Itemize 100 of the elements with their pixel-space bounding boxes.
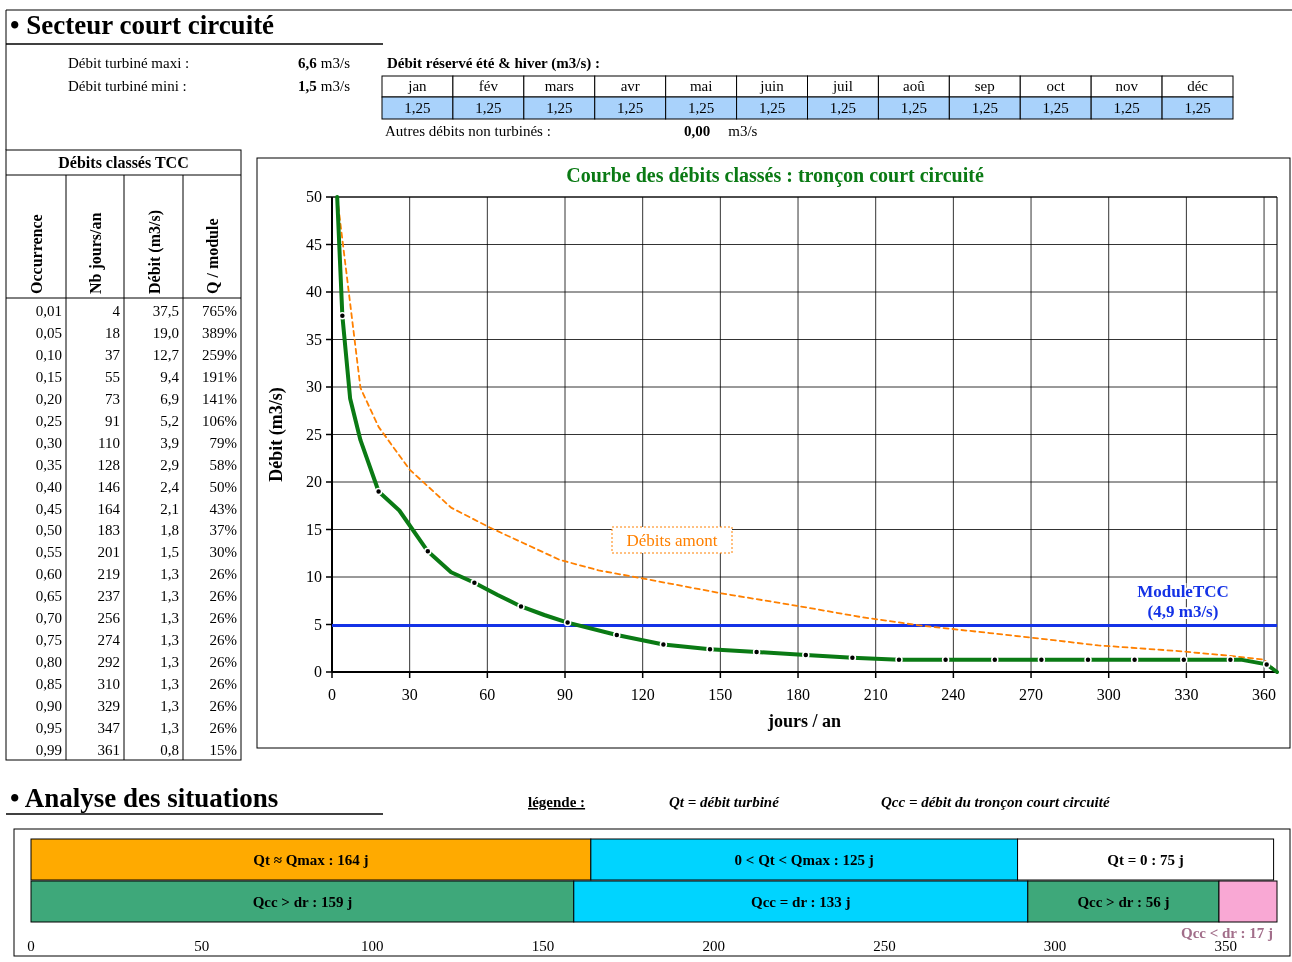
x-tick-label: 150 [708, 686, 733, 703]
text: 0,75 [35, 632, 62, 648]
text: 43% [209, 500, 237, 517]
text: 1,25 [475, 100, 502, 116]
text: 1,25 [1113, 100, 1140, 116]
text: 106% [202, 412, 237, 429]
point [752, 648, 761, 656]
text: 256 [97, 610, 120, 627]
category-label: mars [544, 78, 575, 94]
text: 37 [105, 347, 120, 364]
text: 201 [97, 544, 120, 561]
text: Débit turbiné maxi : [68, 55, 190, 71]
text: 26% [209, 610, 237, 627]
x-axis-title: jours / an [766, 711, 842, 731]
text: 765% [202, 303, 237, 320]
text: 0,8 [160, 741, 179, 758]
y-tick-label: 50 [306, 188, 322, 205]
text: 219 [97, 566, 120, 583]
point [517, 602, 525, 611]
y-tick-label: 45 [306, 235, 322, 253]
text: 0,25 [35, 412, 62, 429]
text: 259% [202, 347, 237, 364]
text: 1,5 [160, 544, 179, 561]
text: 1,3 [160, 610, 179, 627]
text: 0,65 [35, 588, 62, 605]
text: 1,3 [160, 719, 179, 736]
data-label: Qcc > dr : 56 j [1077, 894, 1170, 910]
text: 1,25 [1184, 100, 1211, 116]
category-label: fév [478, 78, 499, 94]
text: 37% [209, 522, 237, 539]
text: Qt = débit turbiné [669, 794, 781, 810]
point [802, 651, 810, 659]
text: 0,55 [35, 544, 62, 561]
point [424, 547, 432, 556]
x-tick-label: 100 [361, 938, 384, 954]
text: 0,40 [35, 478, 62, 495]
text: 50% [209, 478, 237, 495]
point [613, 631, 621, 639]
text: 274 [97, 632, 120, 648]
x-tick-label: 240 [941, 686, 966, 703]
x-tick-label: 180 [786, 686, 811, 703]
y-axis-title: Débit (m3/s) [266, 387, 287, 482]
x-tick-label: 60 [479, 686, 496, 703]
category-label: Débit (m3/s) [145, 210, 164, 294]
y-tick-label: 30 [306, 378, 322, 395]
text: 164 [97, 500, 120, 517]
text: 6,9 [160, 391, 179, 408]
text: 79% [209, 434, 237, 451]
text: 1,5 m3/s [298, 78, 351, 94]
text: 30% [209, 544, 237, 561]
text: 19,0 [152, 325, 179, 342]
text: 0,80 [35, 653, 62, 670]
text: 191% [202, 369, 237, 386]
text: 1,3 [160, 653, 179, 670]
x-tick-label: 210 [863, 686, 888, 703]
text: 0,00 m3/s [684, 123, 758, 139]
x-tick-label: 330 [1174, 686, 1199, 703]
text: 26% [209, 719, 237, 736]
x-tick-label: 300 [1096, 686, 1121, 703]
category-label: déc [1187, 78, 1209, 94]
x-tick-label: 0 [27, 938, 35, 954]
text: • Secteur court circuité [10, 10, 275, 40]
data-label: Qt = 0 : 75 j [1107, 852, 1184, 868]
text: 347 [97, 719, 120, 736]
text: 1,25 [758, 100, 786, 116]
text: 18 [105, 325, 120, 342]
text: légende : [528, 794, 586, 810]
text: 26% [209, 697, 237, 714]
text: 183 [97, 522, 120, 539]
y-tick-label: 10 [306, 568, 322, 585]
text: 1,8 [160, 522, 179, 539]
text: 4 [112, 303, 120, 320]
data-label: Qcc = dr : 133 j [751, 894, 851, 910]
category-label: jan [407, 78, 428, 94]
category-label: nov [1115, 78, 1139, 94]
text: 12,7 [152, 347, 179, 364]
category-label: juin [759, 78, 785, 94]
text: 141% [202, 391, 237, 408]
text: 0,50 [35, 522, 62, 539]
text: 237 [97, 588, 120, 605]
text: 0,15 [35, 369, 62, 386]
point [563, 618, 572, 627]
y-tick-label: 40 [306, 283, 322, 300]
x-tick-label: 350 [1214, 938, 1238, 954]
text: 1,25 [404, 100, 431, 116]
data-label: Qt ≈ Qmax : 164 j [253, 852, 369, 868]
text: 26% [209, 588, 237, 605]
text: Débit turbiné mini : [68, 78, 187, 94]
category-label: Q / module [204, 218, 221, 294]
data-label: 0 < Qt < Qmax : 125 j [734, 852, 874, 868]
text: 128 [97, 456, 120, 473]
text: 15% [209, 741, 237, 758]
category-label: aoû [903, 78, 926, 94]
text: 1,25 [1042, 100, 1069, 116]
text: 2,4 [160, 478, 179, 495]
text: Débit réservé été & hiver (m3/s) : [387, 55, 600, 72]
text: 1,25 [546, 100, 573, 116]
x-tick-label: 90 [557, 686, 574, 703]
text: 1,25 [971, 100, 998, 116]
category-label: avr [620, 78, 640, 94]
